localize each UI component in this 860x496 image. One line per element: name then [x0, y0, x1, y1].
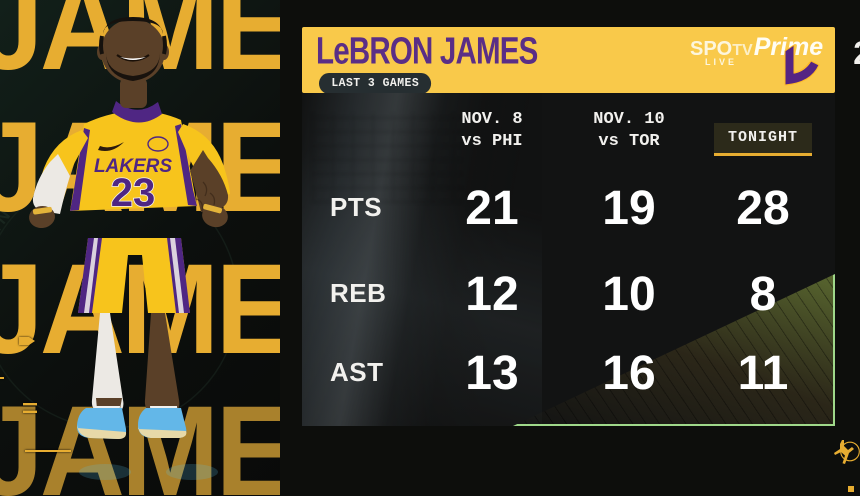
svg-text:23: 23 [111, 171, 156, 215]
